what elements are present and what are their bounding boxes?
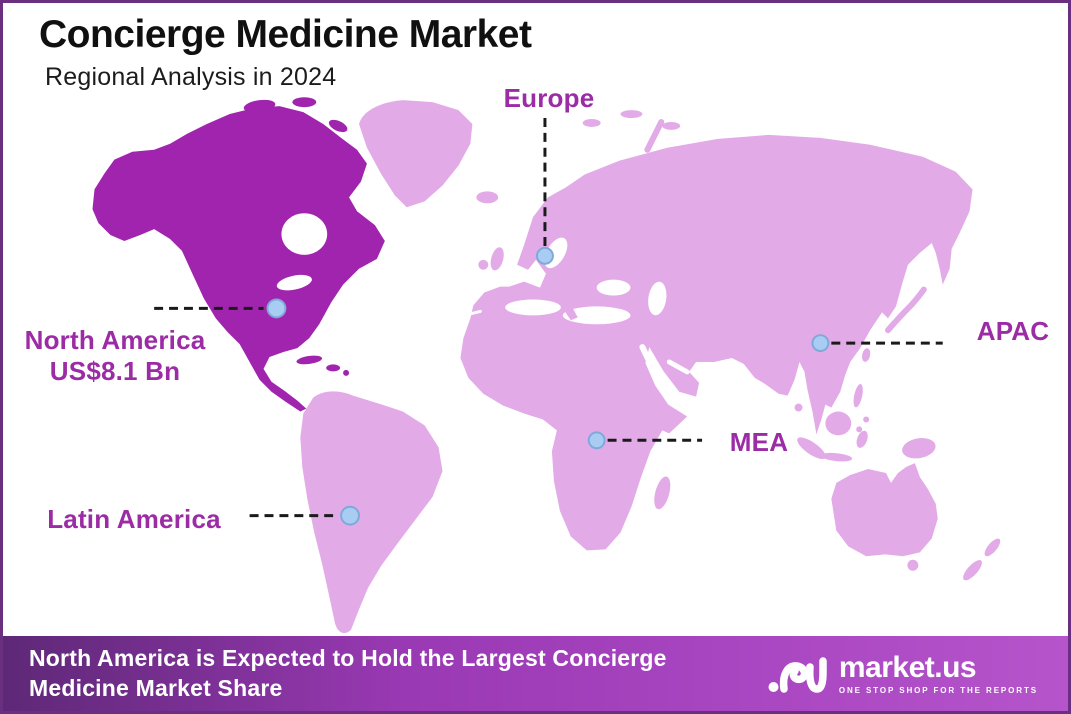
- logo-tagline: ONE STOP SHOP FOR THE REPORTS: [838, 685, 1038, 695]
- page-subtitle: Regional Analysis in 2024: [45, 62, 337, 91]
- banner-text: North America is Expected to Hold the La…: [29, 645, 667, 701]
- page-title: Concierge Medicine Market: [39, 13, 532, 56]
- marker-north-america: [266, 298, 287, 319]
- world-map: [92, 97, 1001, 634]
- footer-banner: North America is Expected to Hold the La…: [3, 636, 1068, 711]
- header: Concierge Medicine Market Regional Analy…: [39, 13, 532, 92]
- north-america-value: US$8.1 Bn: [49, 356, 181, 386]
- marker-europe: [535, 246, 554, 265]
- marketus-logo-text: market.us ONE STOP SHOP FOR THE REPORTS: [838, 650, 1038, 695]
- north-america-shape: [92, 97, 385, 412]
- logo-name: market.us: [838, 650, 977, 684]
- marker-apac: [811, 334, 830, 353]
- north-america-label: North America: [24, 325, 206, 355]
- marker-mea: [587, 431, 606, 450]
- marketus-logo-icon: [768, 656, 827, 693]
- marketus-logo: market.us ONE STOP SHOP FOR THE REPORTS: [767, 650, 1038, 698]
- marker-latin-america: [340, 505, 360, 526]
- region-label-apac: APAC: [976, 316, 1050, 346]
- region-label-europe: Europe: [503, 83, 595, 113]
- greenland-shape: [358, 100, 499, 208]
- eurasia-africa-shape: [460, 110, 973, 551]
- region-label-latin-america: Latin America: [47, 504, 221, 534]
- region-label-mea: MEA: [729, 427, 789, 457]
- australia-shape: [831, 463, 1001, 581]
- south-america-shape: [300, 391, 443, 634]
- region-label-north-america: North America US$8.1 Bn: [11, 325, 219, 387]
